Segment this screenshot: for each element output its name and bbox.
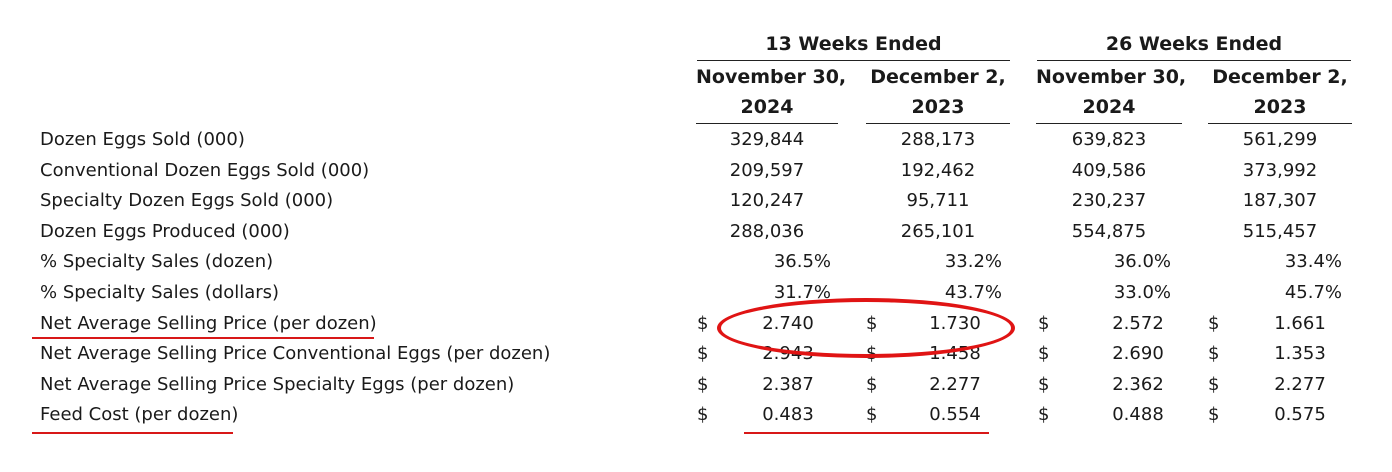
- col-rule-1: [696, 123, 838, 124]
- col-rule-2: [866, 123, 1010, 124]
- highlight-circle-net-average-selling-price: [717, 298, 1015, 358]
- currency-symbol: $: [697, 313, 709, 334]
- col-header-26-current-line2: 2024: [1082, 96, 1136, 118]
- table-cell: 2.277: [1274, 374, 1326, 395]
- currency-symbol: $: [1038, 313, 1050, 334]
- col-header-26-prior-line2: 2023: [1253, 96, 1307, 118]
- table-cell: 209,597: [729, 160, 805, 181]
- underline-feed-cost-values: [744, 432, 989, 434]
- table-cell: 31.7%: [773, 282, 831, 303]
- table-cell: 515,457: [1242, 221, 1318, 242]
- table-cell: 2.277: [929, 374, 981, 395]
- table-cell: 373,992: [1242, 160, 1318, 181]
- row-label: Conventional Dozen Eggs Sold (000): [40, 160, 370, 181]
- row-label: Specialty Dozen Eggs Sold (000): [40, 190, 334, 211]
- col-header-26-current-line1: November 30,: [1036, 66, 1187, 88]
- currency-symbol: $: [1038, 343, 1050, 364]
- table-cell: 43.7%: [944, 282, 1002, 303]
- table-cell: 192,462: [900, 160, 976, 181]
- row-label: Net Average Selling Price Specialty Eggs…: [40, 374, 515, 395]
- table-cell: 288,173: [900, 129, 976, 150]
- table-cell: 0.488: [1112, 404, 1164, 425]
- table-cell: 33.2%: [944, 251, 1002, 272]
- table-cell: 2.362: [1112, 374, 1164, 395]
- table-cell: 120,247: [729, 190, 805, 211]
- table-cell: 265,101: [900, 221, 976, 242]
- table-cell: 639,823: [1071, 129, 1147, 150]
- table-cell: 33.0%: [1113, 282, 1171, 303]
- currency-symbol: $: [1208, 404, 1220, 425]
- table-cell: 95,711: [906, 190, 970, 211]
- currency-symbol: $: [1208, 343, 1220, 364]
- table-cell: 36.0%: [1113, 251, 1171, 272]
- row-label: Feed Cost (per dozen): [40, 404, 239, 425]
- header-13-rule: [697, 60, 1010, 61]
- table-cell: 0.483: [762, 404, 814, 425]
- table-cell: 187,307: [1242, 190, 1318, 211]
- underline-net-average-selling-price: [32, 337, 374, 339]
- header-13-weeks: 13 Weeks Ended: [765, 33, 942, 55]
- table-cell: 561,299: [1242, 129, 1318, 150]
- currency-symbol: $: [697, 374, 709, 395]
- table-cell: 288,036: [729, 221, 805, 242]
- underline-feed-cost: [32, 432, 233, 434]
- table-cell: 45.7%: [1284, 282, 1342, 303]
- row-label: % Specialty Sales (dozen): [40, 251, 274, 272]
- table-cell: 2.387: [762, 374, 814, 395]
- table-cell: 33.4%: [1284, 251, 1342, 272]
- table-cell: 409,586: [1071, 160, 1147, 181]
- currency-symbol: $: [697, 404, 709, 425]
- row-label: Net Average Selling Price (per dozen): [40, 313, 377, 334]
- header-26-weeks: 26 Weeks Ended: [1105, 33, 1283, 55]
- table-cell: 36.5%: [773, 251, 831, 272]
- currency-symbol: $: [866, 404, 878, 425]
- table-cell: 2.690: [1112, 343, 1164, 364]
- col-header-13-prior-line1: December 2,: [870, 66, 1006, 88]
- table-cell: 0.575: [1274, 404, 1326, 425]
- table-cell: 0.554: [929, 404, 981, 425]
- col-header-13-current-line1: November 30,: [696, 66, 847, 88]
- table-cell: 1.353: [1274, 343, 1326, 364]
- col-header-13-prior-line2: 2023: [911, 96, 965, 118]
- col-rule-3: [1036, 123, 1182, 124]
- header-26-rule: [1037, 60, 1351, 61]
- col-rule-4: [1208, 123, 1352, 124]
- currency-symbol: $: [697, 343, 709, 364]
- currency-symbol: $: [1208, 374, 1220, 395]
- currency-symbol: $: [1208, 313, 1220, 334]
- row-label: Dozen Eggs Produced (000): [40, 221, 290, 242]
- col-header-13-current-line2: 2024: [740, 96, 794, 118]
- currency-symbol: $: [866, 374, 878, 395]
- col-header-26-prior-line1: December 2,: [1212, 66, 1348, 88]
- table-cell: 2.572: [1112, 313, 1164, 334]
- row-label: Net Average Selling Price Conventional E…: [40, 343, 551, 364]
- currency-symbol: $: [1038, 404, 1050, 425]
- row-label: Dozen Eggs Sold (000): [40, 129, 245, 150]
- table-cell: 329,844: [729, 129, 805, 150]
- table-cell: 554,875: [1071, 221, 1147, 242]
- table-cell: 1.661: [1274, 313, 1326, 334]
- currency-symbol: $: [1038, 374, 1050, 395]
- table-cell: 230,237: [1071, 190, 1147, 211]
- row-label: % Specialty Sales (dollars): [40, 282, 280, 303]
